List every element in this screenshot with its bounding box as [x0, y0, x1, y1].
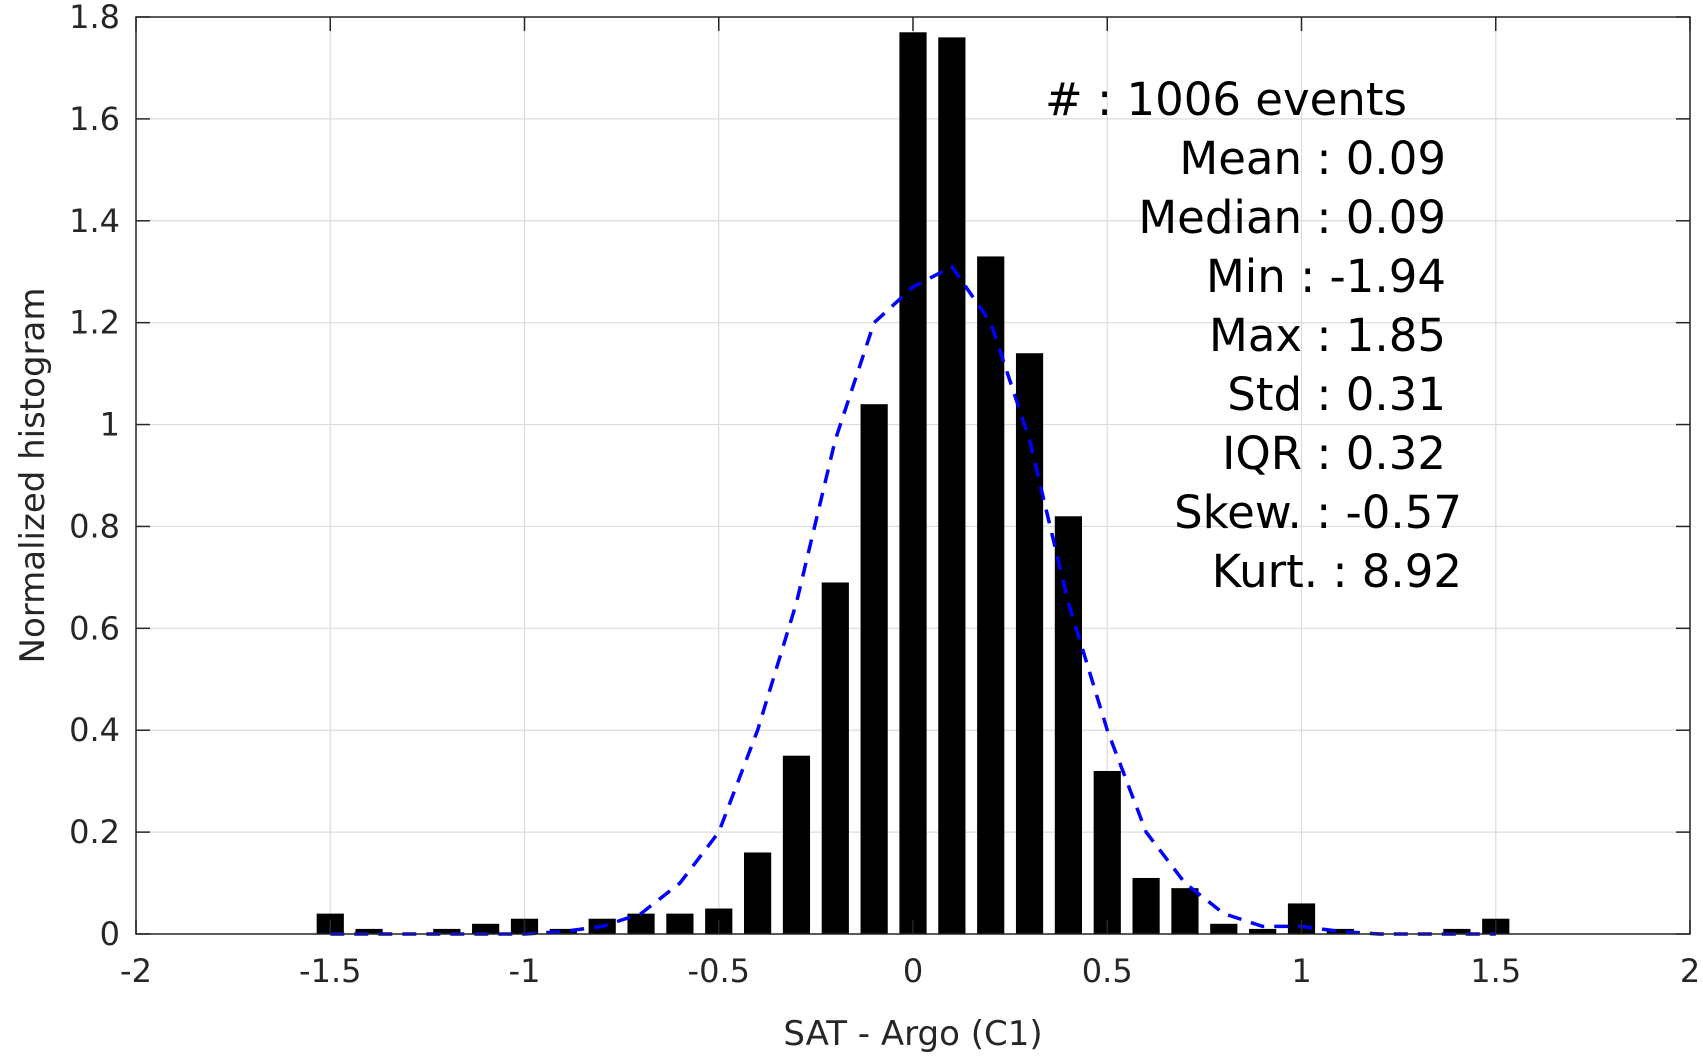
y-tick-labels: 0 0.2 0.4 0.6 0.8 1 1.2 1.4 1.6 1.8: [69, 0, 120, 953]
y-tick-label: 0.6: [69, 609, 120, 647]
histogram-bar: [355, 928, 383, 934]
histogram-bar: [666, 913, 694, 934]
x-tick-labels: -2 -1.5 -1 -0.5 0 0.5 1 1.5 2: [120, 952, 1700, 990]
histogram-bar: [1443, 928, 1471, 934]
histogram-bar: [899, 32, 927, 935]
histogram-bar: [549, 928, 577, 934]
histogram-bar: [627, 913, 655, 934]
histogram-bar: [860, 404, 888, 935]
y-tick-label: 0.4: [69, 711, 120, 749]
statistics-box: # : 1006 events Mean : 0.09 Median : 0.09 M…: [1045, 73, 1462, 598]
x-tick-label: -1.5: [299, 952, 361, 990]
stat-line: Min : -1.94: [1206, 250, 1446, 303]
histogram-bar: [1249, 928, 1277, 934]
histogram-bar: [1054, 516, 1082, 934]
histogram-bar: [782, 755, 811, 934]
x-axis-label: SAT - Argo (C1): [783, 1014, 1042, 1054]
stat-line: Median : 0.09: [1138, 191, 1446, 244]
histogram-bar: [821, 582, 849, 934]
histogram-bar: [433, 928, 461, 934]
stat-line: Mean : 0.09: [1179, 132, 1446, 185]
histogram-bar: [1171, 888, 1199, 934]
y-axis-label: Normalized histogram: [13, 288, 53, 664]
y-tick-label: 0.8: [69, 507, 120, 545]
histogram-bar: [744, 852, 772, 934]
y-tick-label: 1.8: [69, 0, 120, 36]
histogram-bar: [1093, 770, 1121, 934]
x-tick-label: -1: [509, 952, 541, 990]
x-tick-label: 1: [1291, 952, 1311, 990]
stat-line: Kurt. : 8.92: [1212, 545, 1462, 598]
y-tick-label: 1.6: [69, 100, 120, 138]
stat-line: IQR : 0.32: [1222, 427, 1446, 480]
histogram-bar: [1015, 353, 1044, 934]
histogram-bar: [938, 37, 966, 934]
axis-ticks: [135, 16, 1691, 935]
histogram-bar: [1210, 923, 1238, 934]
histogram-bar: [977, 256, 1005, 934]
y-tick-label: 1: [100, 406, 120, 444]
stat-line: Std : 0.31: [1227, 368, 1446, 421]
y-tick-label: 1.2: [69, 304, 120, 342]
y-tick-label: 1.4: [69, 202, 120, 240]
x-tick-label: -0.5: [688, 952, 750, 990]
y-tick-label: 0: [100, 915, 120, 953]
histogram-bars: [316, 32, 1510, 935]
x-tick-label: 0: [903, 952, 923, 990]
stat-line: Skew. : -0.57: [1174, 486, 1462, 539]
x-tick-label: 1.5: [1470, 952, 1521, 990]
y-tick-label: 0.2: [69, 813, 120, 851]
x-tick-label: 2: [1680, 952, 1700, 990]
histogram-bar: [472, 923, 500, 934]
x-tick-label: -2: [120, 952, 152, 990]
x-tick-label: 0.5: [1082, 952, 1133, 990]
stat-line: Max : 1.85: [1209, 309, 1446, 362]
histogram-bar: [1326, 928, 1354, 934]
stat-line: # : 1006 events: [1045, 73, 1407, 126]
histogram-bar: [1132, 877, 1160, 934]
